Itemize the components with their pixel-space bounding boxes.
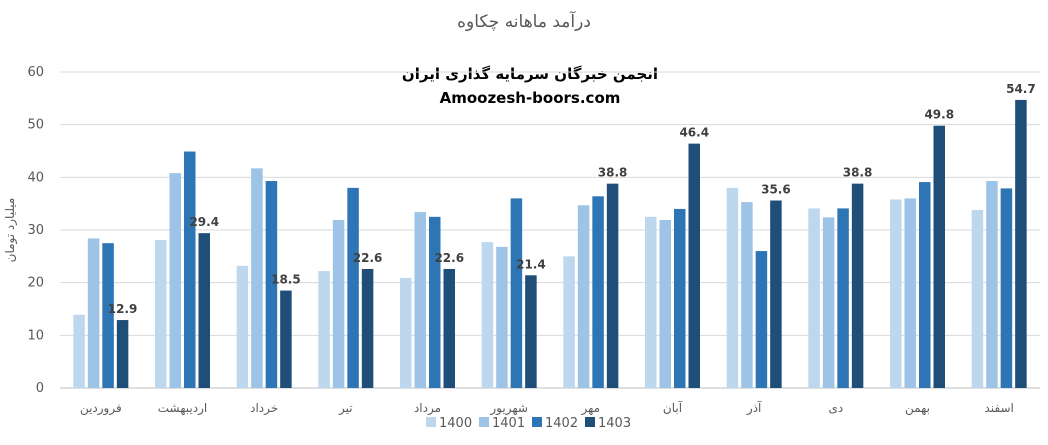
x-tick-label: بهمن [905,401,930,416]
bar-1403 [770,200,782,388]
legend: 1400 1401 1402 1403 [426,416,631,431]
y-axis-label: میلیارد تومان [3,198,18,263]
y-tick-label: 0 [36,381,44,396]
data-label: 54.7 [1006,82,1036,96]
y-tick-label: 10 [27,328,44,343]
bar-1401 [986,181,998,388]
bar-1400 [808,208,820,388]
data-label: 18.5 [271,273,301,287]
bar-1400 [971,209,984,388]
bar-1403 [280,290,292,388]
bar-1402 [184,151,196,388]
bars [73,99,1027,388]
bar-1403 [851,183,864,388]
bar-1401 [169,173,181,388]
x-tick-label: خرداد [250,401,278,416]
bar-1400 [563,256,575,388]
bar-1402 [755,251,768,388]
data-label: 35.6 [761,183,791,197]
bar-1400 [236,265,249,388]
data-label: 38.8 [843,166,873,180]
data-label: 29.4 [189,215,219,229]
x-ticks: فروردین اردیبهشت خرداد تیر مرداد شهریور مهر آبا… [80,400,1014,416]
data-label: 46.4 [679,126,709,140]
bar-1401 [822,217,835,388]
chart-title: درآمد ماهانه چکاوه [457,10,591,32]
data-label: 49.8 [924,108,954,122]
bar-1400 [400,277,412,388]
bar-1400 [726,187,739,388]
y-tick-label: 60 [27,65,44,80]
watermark-title: انجمن خبرگان سرمایه گذاری ایران [402,65,658,83]
bar-1401 [577,205,590,388]
bar-1400 [645,216,657,388]
y-tick-label: 40 [27,170,44,185]
bar-1401 [251,168,263,388]
bar-1402 [510,198,523,388]
x-tick-label: مهر [581,401,601,416]
data-label: 22.6 [434,251,464,265]
bar-1402 [674,208,686,388]
bar-1401 [741,202,753,388]
legend-label: 1403 [598,416,631,431]
bar-1403 [933,125,945,388]
x-tick-label: اسفند [984,401,1013,415]
y-tick-label: 50 [27,118,44,133]
bar-1401 [496,246,508,388]
watermark-url: Amoozesh-boors.com [440,89,621,107]
bar-1402 [429,216,441,388]
x-tick-label: تیر [338,401,353,416]
bar-1403 [198,233,210,388]
bar-1403 [443,268,455,388]
data-label: 22.6 [353,251,383,265]
legend-label: 1402 [545,416,578,431]
bar-1402 [347,187,359,388]
data-label: 12.9 [108,302,138,316]
bar-1400 [890,199,902,388]
legend-swatch [532,417,542,427]
legend-label: 1401 [492,416,525,431]
bar-1402 [592,196,604,388]
data-label: 21.4 [516,257,546,271]
y-tick-label: 30 [27,223,44,238]
bar-1403 [606,183,619,388]
x-tick-label: دی [828,401,843,415]
bar-1400 [481,242,494,388]
bar-1400 [318,271,330,388]
legend-swatch [585,417,595,427]
data-label: 38.8 [598,166,628,180]
bar-1401 [659,219,671,388]
bar-1403 [1015,99,1027,388]
bar-1403 [525,275,537,388]
bar-1401 [332,219,345,388]
bar-1403 [688,143,700,388]
x-tick-label: آذر [746,400,762,416]
bar-1400 [155,240,167,388]
x-tick-label: مرداد [414,401,441,416]
y-ticks: 0 10 20 30 40 50 60 [27,65,44,396]
bar-1402 [919,182,931,388]
bar-1403 [116,320,129,388]
bar-1400 [73,314,85,388]
bar-1402 [102,243,114,388]
bar-1401 [87,238,100,388]
legend-label: 1400 [439,416,472,431]
x-tick-label: فروردین [80,401,122,416]
bar-1401 [414,212,426,388]
bar-1403 [361,268,374,388]
x-tick-label: اردیبهشت [158,401,207,416]
x-tick-label: آبان [663,400,683,415]
bar-1402 [837,208,849,388]
bar-1402 [265,181,278,388]
gridlines [60,71,1040,389]
legend-swatch [426,417,436,427]
legend-swatch [479,417,489,427]
data-labels: 12.9 29.4 18.5 22.6 22.6 21.4 38.8 46.4 35.6 38.8… [108,82,1036,316]
x-tick-label: شهریور [489,401,528,416]
bar-1402 [1000,188,1013,388]
bar-1401 [904,198,916,388]
y-tick-label: 20 [27,276,44,291]
